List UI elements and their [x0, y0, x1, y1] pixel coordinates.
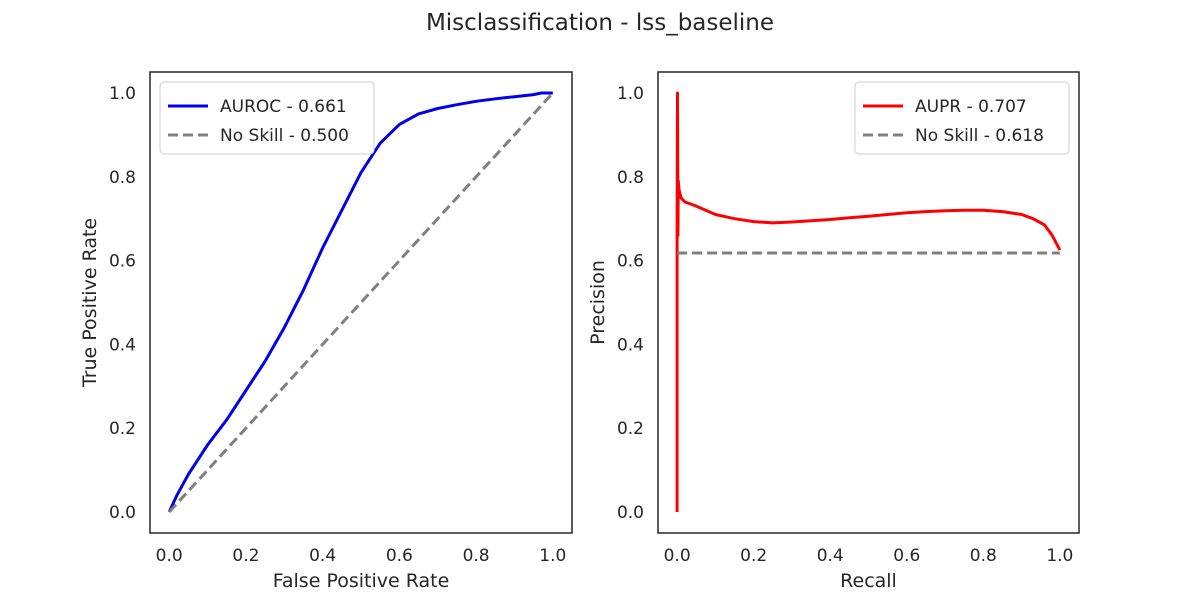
pr-y-tick-label: 1.0	[617, 84, 644, 104]
roc-y-axis-label: True Positive Rate	[79, 218, 101, 388]
pr-legend	[854, 81, 1070, 155]
roc-y-tick-label: 0.8	[109, 168, 136, 188]
roc-legend	[159, 81, 375, 155]
roc-y-tick-label: 0.4	[109, 335, 136, 355]
pr-axes-frame	[657, 71, 1080, 534]
figure-title: Misclassification - lss_baseline	[426, 10, 774, 36]
pr-x-tick-label: 1.0	[1046, 546, 1073, 566]
roc-legend-entry: AUROC - 0.661	[220, 97, 347, 117]
pr-y-tick-label: 0.8	[617, 168, 644, 188]
roc-x-tick-label: 0.2	[232, 546, 259, 566]
pr-y-tick-label: 0.0	[617, 503, 644, 523]
roc-y-tick-label: 1.0	[109, 84, 136, 104]
roc-x-axis-label: False Positive Rate	[273, 570, 450, 592]
pr-x-tick-label: 0.2	[740, 546, 767, 566]
pr-y-axis-label: Precision	[587, 260, 609, 345]
roc-series-noskill-line	[168, 91, 554, 514]
pr-x-axis-label: Recall	[840, 570, 897, 592]
pr-y-tick-label: 0.4	[617, 335, 644, 355]
roc-x-tick-label: 0.8	[463, 546, 490, 566]
roc-x-tick-label: 0.4	[309, 546, 336, 566]
roc-y-tick-label: 0.0	[109, 503, 136, 523]
pr-panel: 0.0 0.2 0.4 0.6 0.8 1.0 0.0 0.2 0.4 0.6 0.8 1.0 Reca…	[587, 71, 1080, 592]
pr-x-tick-label: 0.8	[970, 546, 997, 566]
pr-series-main-line	[675, 91, 1062, 512]
roc-x-tick-label: 1.0	[539, 546, 566, 566]
pr-y-tick-label: 0.2	[617, 419, 644, 439]
pr-legend-entry: AUPR - 0.707	[915, 97, 1027, 117]
pr-legend-entry: No Skill - 0.618	[915, 126, 1044, 146]
pr-x-tick-label: 0.0	[664, 546, 691, 566]
pr-x-tick-label: 0.6	[893, 546, 920, 566]
roc-x-tick-label: 0.0	[156, 546, 183, 566]
roc-axes-frame	[149, 71, 573, 534]
roc-y-tick-label: 0.6	[109, 252, 136, 272]
roc-x-tick-label: 0.6	[386, 546, 413, 566]
roc-panel: 0.0 0.2 0.4 0.6 0.8 1.0 0.0 0.2 0.4 0.6 0.8 1.0 Fals…	[79, 71, 573, 592]
pr-x-tick-label: 0.4	[817, 546, 844, 566]
roc-legend-entry: No Skill - 0.500	[220, 126, 349, 146]
roc-y-tick-label: 0.2	[109, 419, 136, 439]
pr-y-tick-label: 0.6	[617, 252, 644, 272]
roc-series-main-line	[167, 91, 553, 513]
